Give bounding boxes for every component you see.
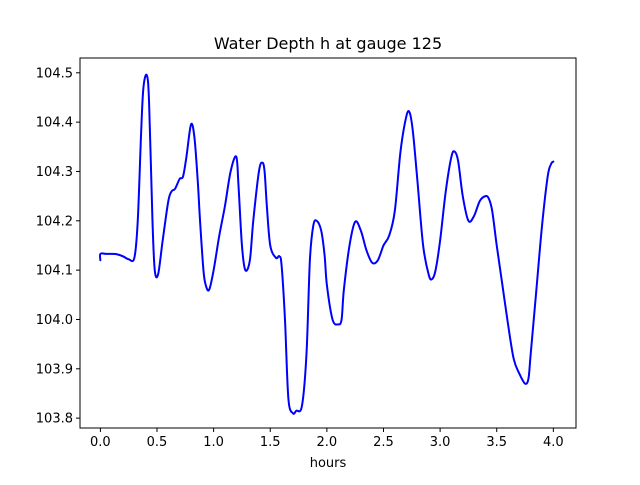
plot-area: [80, 58, 576, 428]
series-line: [98, 73, 555, 415]
y-tick-label: 104.2: [36, 214, 73, 229]
x-tick-label: 3.5: [486, 435, 507, 450]
x-axis-label: hours: [310, 456, 347, 471]
x-tick-label: 4.0: [543, 435, 564, 450]
x-tick-label: 2.0: [317, 435, 338, 450]
axes-frame: [79, 57, 577, 429]
y-tick-label: 104.3: [36, 165, 73, 180]
x-tick-label: 1.5: [260, 435, 281, 450]
y-axis-ticks: 103.8 103.9 104.0 104.1 104.2 104.3 104.4 104.5: [36, 66, 80, 427]
x-tick-label: 1.0: [203, 435, 224, 450]
x-tick-label: 0.5: [147, 435, 168, 450]
series-layer: [98, 73, 555, 415]
y-tick-label: 103.9: [36, 362, 73, 377]
y-tick-label: 104.1: [36, 264, 73, 279]
x-axis-ticks: 0.0 0.5 1.0 1.5 2.0 2.5 3.0 3.5 4.0: [90, 428, 564, 450]
x-tick-label: 2.5: [373, 435, 394, 450]
y-tick-label: 104.4: [36, 116, 73, 131]
y-tick-label: 103.8: [36, 412, 73, 427]
chart-title: Water Depth h at gauge 125: [214, 34, 442, 53]
x-tick-label: 3.0: [430, 435, 451, 450]
x-tick-label: 0.0: [90, 435, 111, 450]
y-tick-label: 104.0: [36, 313, 73, 328]
y-tick-label: 104.5: [36, 66, 73, 81]
